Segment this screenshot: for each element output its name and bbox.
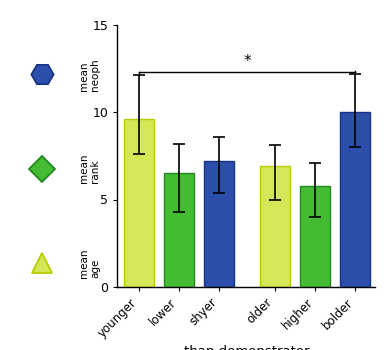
Text: mean
rank: mean rank bbox=[79, 154, 100, 183]
Bar bbox=[340, 112, 370, 287]
Text: mean
neoph: mean neoph bbox=[79, 58, 100, 91]
Bar bbox=[300, 186, 330, 287]
Bar bbox=[260, 166, 291, 287]
Bar bbox=[124, 119, 154, 287]
Text: *: * bbox=[244, 54, 251, 69]
Bar bbox=[164, 173, 194, 287]
Text: mean
age: mean age bbox=[79, 248, 100, 278]
Bar bbox=[204, 161, 234, 287]
X-axis label: than demonstrator: than demonstrator bbox=[184, 345, 309, 350]
